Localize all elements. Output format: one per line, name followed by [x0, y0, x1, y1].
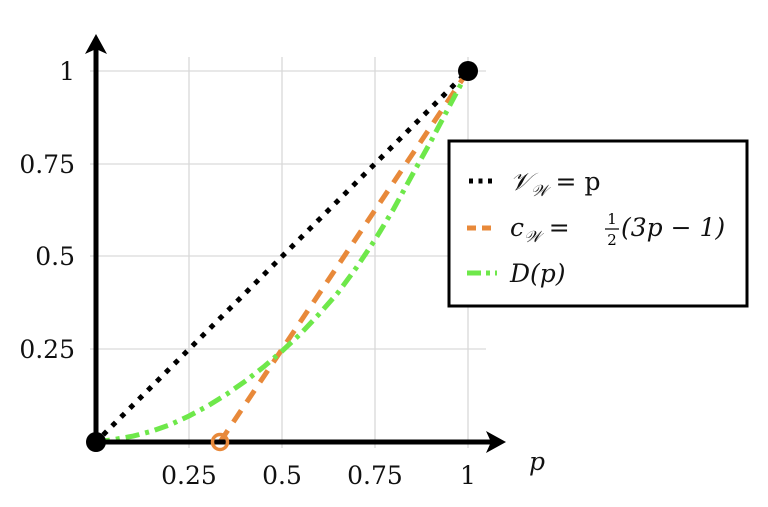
x-tick-1: 1 — [460, 461, 476, 490]
x-axis-arrow-icon — [486, 431, 506, 453]
legend-c-frac-num: 1 — [607, 210, 617, 228]
y-tick-075: 0.75 — [19, 150, 75, 179]
axes — [85, 34, 506, 453]
y-axis-arrow-icon — [85, 34, 107, 54]
origin-point-marker — [86, 432, 106, 452]
legend-c-tail: (3p − 1) — [621, 213, 725, 242]
grid — [96, 57, 486, 442]
y-tick-labels: 1 0.75 0.5 0.25 — [19, 57, 75, 364]
x-tick-05: 0.5 — [262, 461, 302, 490]
tick-marks — [90, 70, 469, 448]
x-tick-075: 0.75 — [347, 461, 403, 490]
series-d-curve — [95, 69, 471, 445]
legend-c-label: c𝒲 = — [510, 213, 570, 246]
legend-d-label: D(p) — [509, 259, 566, 288]
legend: 𝒱𝒲 = p c𝒲 = 1 2 (3p − 1) D(p) — [447, 139, 749, 308]
x-tick-025: 0.25 — [161, 461, 217, 490]
y-tick-1: 1 — [59, 57, 75, 86]
y-tick-025: 0.25 — [19, 335, 75, 364]
top-right-point-marker — [458, 61, 478, 81]
legend-v-label: 𝒱𝒲 = p — [510, 167, 600, 200]
c-zero-open-marker — [210, 432, 230, 452]
legend-box — [447, 139, 749, 308]
series-c-line — [217, 69, 471, 444]
x-tick-labels: 0.25 0.5 0.75 1 — [161, 461, 476, 490]
series-v-line — [92, 67, 472, 446]
legend-c-frac-den: 2 — [607, 231, 617, 249]
x-axis-label: p — [529, 447, 545, 476]
y-tick-05: 0.5 — [35, 242, 75, 271]
